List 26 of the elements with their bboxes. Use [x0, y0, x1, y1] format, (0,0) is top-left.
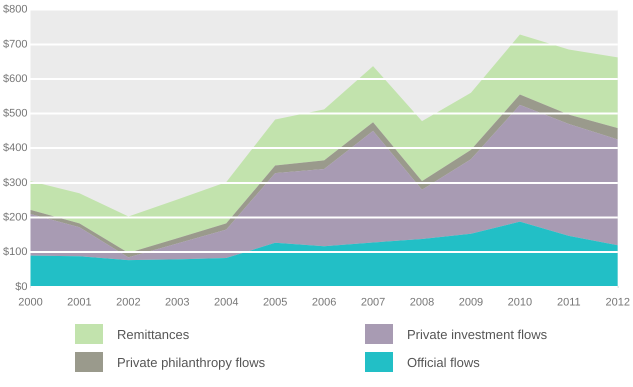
- x-tick-label: 2004: [214, 296, 238, 308]
- y-tick-label: $300: [2, 176, 28, 189]
- x-tick-label: 2010: [508, 296, 532, 308]
- y-tick-label: $200: [2, 212, 28, 224]
- y-tick-label: $600: [2, 72, 28, 85]
- legend-label: Official flows: [407, 354, 480, 370]
- x-tick-label: 2009: [458, 296, 484, 308]
- x-tick-label: 2005: [262, 296, 288, 308]
- y-tick-label: $400: [2, 142, 28, 154]
- y-tick-label: $0: [15, 280, 28, 293]
- y-tick-label: $700: [2, 38, 28, 50]
- x-tick-label: 2000: [18, 296, 43, 308]
- legend-label: Remittances: [117, 326, 190, 342]
- x-tick-label: 2007: [360, 296, 386, 308]
- legend-label: Private philanthropy flows: [117, 354, 266, 370]
- x-tick-label: 2002: [116, 296, 141, 308]
- x-tick-label: 2001: [67, 296, 92, 308]
- y-tick-label: $800: [2, 4, 28, 16]
- x-tick-label: 2011: [556, 296, 581, 308]
- x-tick-label: 2012: [606, 296, 630, 308]
- y-tick-label: $100: [2, 246, 28, 258]
- x-tick-label: 2008: [410, 296, 434, 308]
- x-tick-label: 2003: [165, 296, 190, 308]
- x-tick-label: 2006: [312, 296, 336, 308]
- y-tick-label: $500: [2, 108, 28, 120]
- legend-label: Private investment flows: [407, 326, 548, 342]
